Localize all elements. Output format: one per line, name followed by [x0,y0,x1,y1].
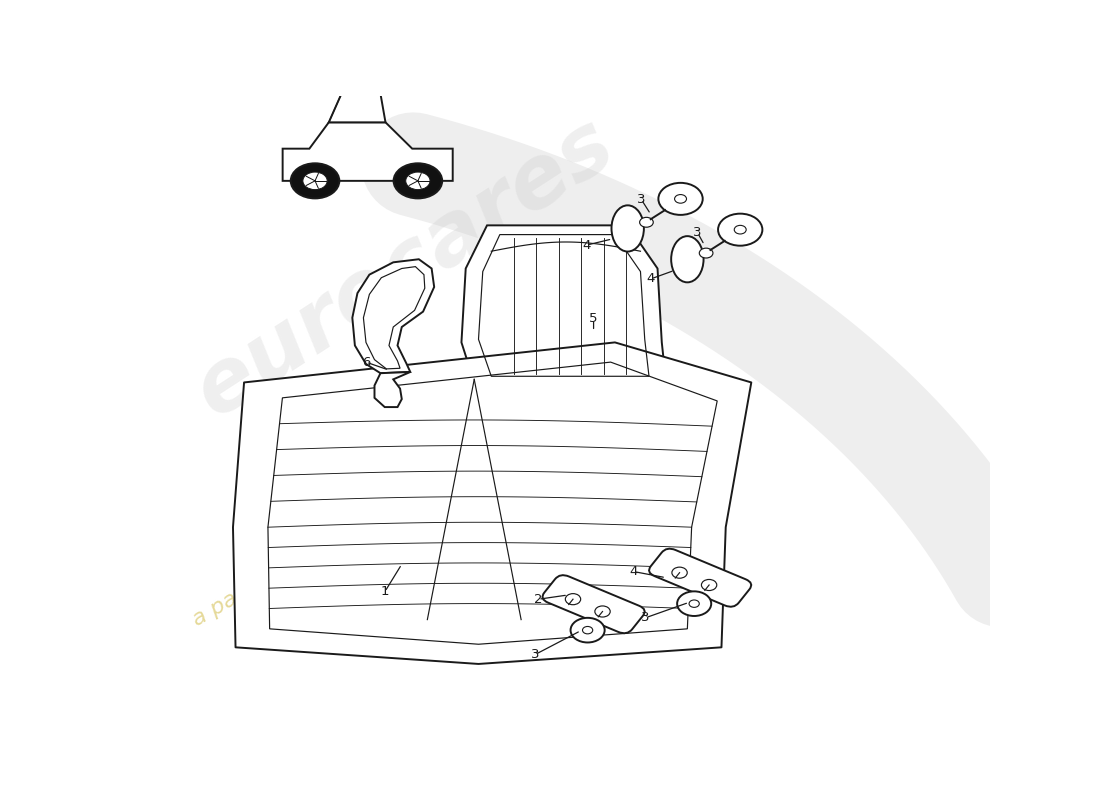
Text: 4: 4 [629,565,638,578]
Circle shape [735,226,746,234]
Text: 5: 5 [590,313,597,326]
Text: 3: 3 [530,648,539,662]
Circle shape [672,567,688,578]
Polygon shape [462,226,666,382]
Polygon shape [329,86,385,122]
Text: 4: 4 [647,273,654,286]
Polygon shape [283,122,453,181]
Polygon shape [374,372,410,407]
Circle shape [689,600,700,607]
Circle shape [639,218,653,227]
Text: eurocares: eurocares [180,102,630,434]
Circle shape [571,618,605,642]
FancyBboxPatch shape [649,549,751,606]
Circle shape [302,172,327,190]
Circle shape [700,248,713,258]
Text: 3: 3 [693,226,702,239]
Circle shape [290,163,339,198]
Circle shape [702,579,717,590]
Circle shape [406,172,430,190]
Text: a passion for parts since 1985: a passion for parts since 1985 [189,444,490,630]
FancyBboxPatch shape [542,575,645,634]
Polygon shape [233,342,751,664]
Text: 3: 3 [637,193,646,206]
Text: 2: 2 [534,593,542,606]
Circle shape [583,626,593,634]
Circle shape [718,214,762,246]
Text: 1: 1 [381,586,389,598]
Circle shape [595,606,610,617]
Text: 3: 3 [641,611,650,624]
Ellipse shape [612,206,643,251]
Circle shape [678,591,712,616]
Circle shape [394,163,442,198]
Circle shape [565,594,581,605]
Ellipse shape [671,236,704,282]
Circle shape [674,194,686,203]
Text: 4: 4 [583,238,591,251]
Text: 6: 6 [362,356,371,369]
Circle shape [659,183,703,215]
Polygon shape [352,259,434,373]
